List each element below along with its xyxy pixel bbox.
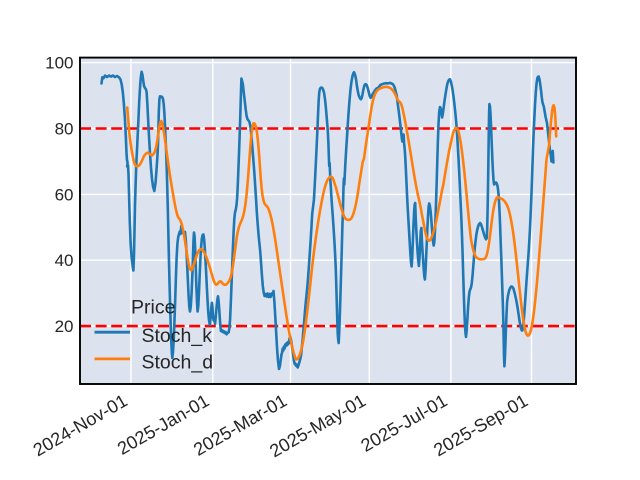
svg-text:60: 60 <box>55 185 74 204</box>
svg-text:Stoch_k: Stoch_k <box>142 325 213 347</box>
svg-text:80: 80 <box>55 120 74 139</box>
svg-text:100: 100 <box>45 54 73 73</box>
svg-text:Price: Price <box>131 297 175 319</box>
svg-text:20: 20 <box>55 317 74 336</box>
svg-text:40: 40 <box>55 251 74 270</box>
svg-text:Stoch_d: Stoch_d <box>142 351 214 373</box>
